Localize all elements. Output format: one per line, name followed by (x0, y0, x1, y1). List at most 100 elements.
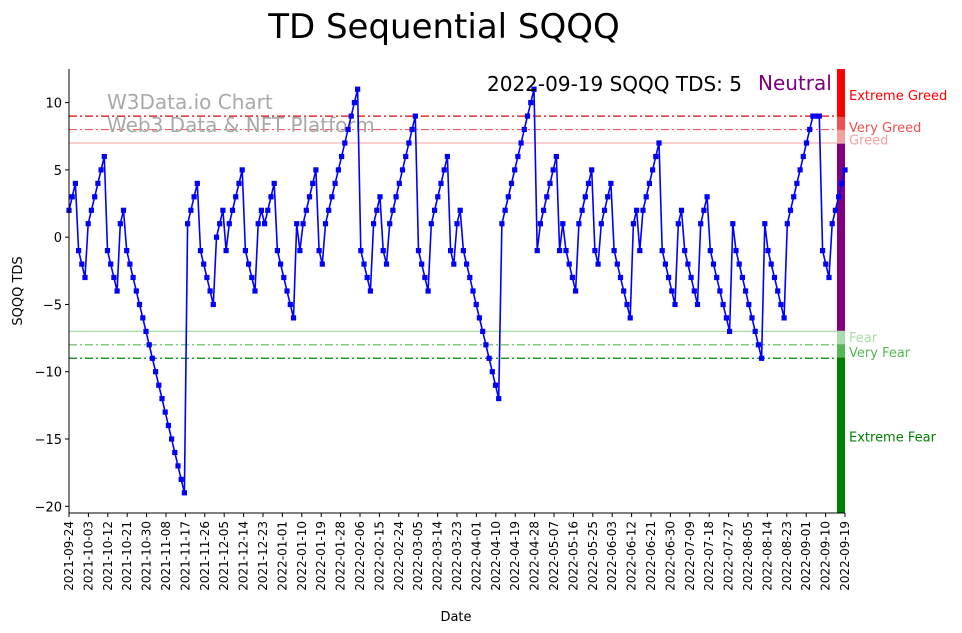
x-tick-label-36: 2022-08-14 (760, 521, 774, 591)
tds-point-135 (499, 221, 505, 227)
tds-point-138 (508, 180, 515, 186)
tds-point-148 (541, 207, 547, 213)
tds-point-146 (534, 248, 540, 254)
tds-point-84 (335, 167, 341, 173)
tds-point-102 (393, 194, 399, 200)
zone-bar-4 (837, 331, 845, 345)
watermark-line2: Web3 Data & NFT Platform (107, 113, 375, 137)
x-tick-label-39: 2022-09-10 (819, 521, 833, 591)
threshold-lines (69, 115, 845, 359)
tds-point-132 (489, 369, 495, 375)
tds-point-27 (153, 369, 159, 375)
tds-point-131 (486, 355, 492, 361)
tds-point-19 (127, 261, 133, 267)
tds-point-41 (197, 248, 204, 254)
tds-point-47 (217, 221, 223, 227)
tds-point-189 (672, 301, 678, 308)
tds-point-77 (313, 167, 319, 173)
tds-point-69 (287, 301, 293, 308)
tds-point-208 (733, 248, 739, 254)
tds-point-171 (614, 261, 620, 267)
tds-point-6 (85, 221, 91, 227)
x-tick-label-16: 2022-02-15 (372, 521, 386, 591)
tds-point-205 (723, 315, 729, 321)
tds-point-74 (303, 207, 309, 213)
tds-point-175 (627, 315, 633, 321)
tds-point-192 (682, 248, 688, 254)
tds-point-104 (399, 167, 406, 173)
y-tick-label-2: −10 (35, 366, 62, 381)
tds-point-159 (576, 221, 582, 227)
x-axis-ticks: 2021-09-24 2021-10-03 2021-10-12 2021-10-21… (62, 513, 852, 591)
tds-point-48 (220, 207, 226, 213)
tds-point-169 (608, 180, 614, 186)
tds-point-229 (800, 153, 806, 160)
tds-point-5 (82, 274, 88, 281)
tds-point-124 (464, 261, 470, 267)
tds-point-191 (678, 207, 685, 213)
y-tick-label-6: 10 (45, 97, 62, 112)
tds-point-219 (768, 261, 774, 267)
tds-point-29 (159, 396, 165, 402)
sentiment-zone-bars (837, 69, 845, 513)
tds-series (66, 86, 848, 496)
tds-point-59 (255, 221, 261, 227)
tds-point-127 (473, 301, 479, 308)
x-tick-label-28: 2022-06-03 (605, 521, 619, 591)
tds-point-126 (470, 288, 476, 294)
tds-point-225 (787, 207, 794, 213)
tds-point-144 (528, 100, 534, 106)
x-tick-label-3: 2021-10-21 (120, 521, 134, 591)
tds-point-177 (634, 207, 640, 213)
x-tick-label-26: 2022-05-16 (566, 521, 580, 591)
tds-point-57 (249, 274, 255, 281)
tds-point-118 (444, 153, 450, 160)
tds-point-65 (274, 248, 280, 254)
tds-point-18 (124, 248, 130, 254)
x-tick-label-10: 2021-12-23 (256, 521, 270, 591)
tds-point-39 (191, 194, 197, 200)
tds-point-154 (560, 221, 566, 227)
tds-point-68 (284, 288, 290, 294)
tds-point-117 (441, 167, 447, 173)
watermark-line1: W3Data.io Chart (107, 90, 273, 114)
x-tick-label-40: 2022-09-19 (838, 521, 852, 591)
tds-point-223 (781, 315, 787, 321)
tds-point-105 (403, 153, 409, 160)
tds-point-128 (476, 315, 482, 321)
tds-point-34 (175, 463, 181, 469)
tds-point-119 (448, 248, 454, 254)
x-tick-label-21: 2022-04-01 (469, 521, 483, 591)
x-tick-label-7: 2021-11-26 (198, 521, 212, 591)
x-tick-label-1: 2021-10-03 (81, 521, 95, 591)
tds-point-71 (294, 221, 300, 227)
x-tick-label-37: 2022-08-23 (780, 521, 794, 591)
tds-point-72 (297, 248, 303, 254)
tds-point-230 (803, 140, 810, 146)
tds-point-136 (502, 207, 508, 213)
tds-point-156 (566, 261, 572, 267)
tds-point-58 (252, 288, 258, 294)
zone-label-1: Very Greed (849, 121, 921, 136)
tds-point-140 (515, 153, 521, 160)
tds-point-220 (771, 274, 778, 281)
zone-label-0: Extreme Greed (849, 89, 947, 104)
sentiment-label: Neutral (758, 71, 832, 95)
x-tick-label-13: 2022-01-19 (314, 521, 328, 591)
tds-point-196 (694, 301, 701, 308)
tds-point-207 (730, 221, 736, 227)
tds-point-165 (595, 261, 601, 267)
tds-point-67 (281, 274, 287, 281)
tds-point-3 (76, 248, 82, 254)
tds-point-70 (290, 315, 297, 321)
tds-point-61 (262, 221, 268, 227)
tds-point-116 (438, 180, 444, 186)
tds-point-110 (419, 261, 425, 267)
tds-point-103 (396, 180, 402, 186)
tds-point-90 (355, 86, 361, 92)
tds-point-199 (704, 194, 710, 200)
tds-point-215 (755, 342, 761, 348)
tds-point-83 (332, 180, 338, 186)
tds-point-194 (688, 274, 694, 281)
